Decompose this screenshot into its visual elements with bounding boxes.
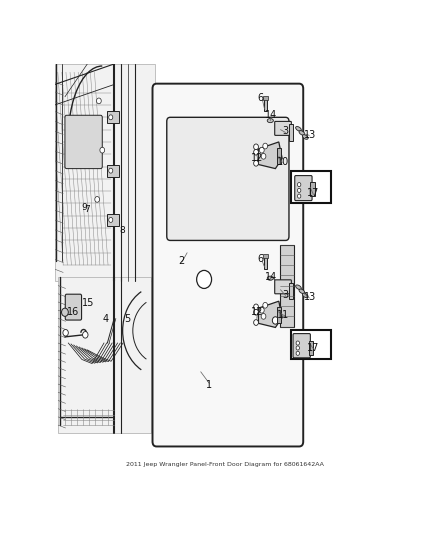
Text: 2: 2 [179,256,185,266]
Text: 10: 10 [277,157,289,167]
Text: 7: 7 [84,205,90,214]
Bar [309,341,314,354]
Circle shape [254,144,258,150]
Text: 3: 3 [282,289,288,300]
Text: 6: 6 [258,254,264,264]
Circle shape [261,313,266,319]
Bar [289,282,293,299]
Ellipse shape [299,131,305,135]
Circle shape [61,308,68,317]
Text: 6: 6 [258,93,264,103]
Bar [277,307,281,324]
Text: 3: 3 [282,126,288,136]
Bar [58,277,152,433]
Circle shape [95,197,99,202]
Bar [107,111,119,124]
Text: 17: 17 [307,188,320,198]
Ellipse shape [296,285,301,289]
Bar [277,148,281,164]
FancyBboxPatch shape [293,334,311,358]
FancyBboxPatch shape [275,280,291,294]
Text: 14: 14 [265,110,277,120]
FancyBboxPatch shape [275,122,291,135]
Circle shape [297,183,301,187]
Circle shape [197,270,212,288]
Bar [264,257,267,269]
Bar [107,165,119,177]
Circle shape [254,309,258,315]
Circle shape [263,302,268,308]
Ellipse shape [296,126,301,131]
Ellipse shape [299,289,305,294]
Circle shape [263,143,268,149]
Circle shape [63,329,68,336]
Bar [263,96,268,100]
Ellipse shape [302,293,308,298]
Circle shape [297,188,301,192]
Polygon shape [258,301,282,327]
Circle shape [259,308,264,313]
FancyBboxPatch shape [65,294,81,320]
Circle shape [83,332,88,338]
Circle shape [254,320,258,325]
FancyBboxPatch shape [152,84,303,447]
Circle shape [100,147,105,153]
Bar [107,214,119,226]
Circle shape [259,147,264,153]
Text: 16: 16 [67,307,80,317]
Text: 2011 Jeep Wrangler Panel-Front Door Diagram for 68061642AA: 2011 Jeep Wrangler Panel-Front Door Diag… [126,462,323,466]
Bar [280,245,294,327]
Text: 9: 9 [82,203,88,212]
Circle shape [296,341,300,345]
Circle shape [109,115,113,120]
FancyBboxPatch shape [65,115,102,168]
Text: 13: 13 [304,292,316,302]
Text: 11: 11 [277,310,289,320]
Text: 1: 1 [206,380,212,390]
Circle shape [296,351,300,356]
Text: 17: 17 [307,343,320,353]
Text: 15: 15 [82,298,94,308]
Circle shape [96,98,101,104]
Polygon shape [258,142,282,168]
Circle shape [109,217,113,222]
Text: 13: 13 [304,130,316,140]
Text: 8: 8 [120,227,126,236]
FancyBboxPatch shape [295,175,312,200]
Bar [263,254,268,257]
FancyBboxPatch shape [291,330,332,359]
Text: 14: 14 [265,272,277,282]
Ellipse shape [267,118,273,123]
Text: 12: 12 [251,307,263,317]
Ellipse shape [302,135,308,139]
Bar [55,64,155,281]
Bar [310,182,315,196]
FancyBboxPatch shape [167,117,289,240]
Text: 4: 4 [102,314,109,324]
Circle shape [109,168,113,173]
Circle shape [296,346,300,350]
Bar [264,99,267,111]
Circle shape [254,149,258,155]
Circle shape [272,317,279,324]
Circle shape [261,154,266,159]
Text: 12: 12 [251,154,263,163]
Ellipse shape [267,276,273,280]
Bar [289,124,293,141]
Circle shape [254,304,258,310]
Text: 5: 5 [124,314,131,324]
Circle shape [297,194,301,198]
FancyBboxPatch shape [291,171,332,204]
Circle shape [254,160,258,166]
